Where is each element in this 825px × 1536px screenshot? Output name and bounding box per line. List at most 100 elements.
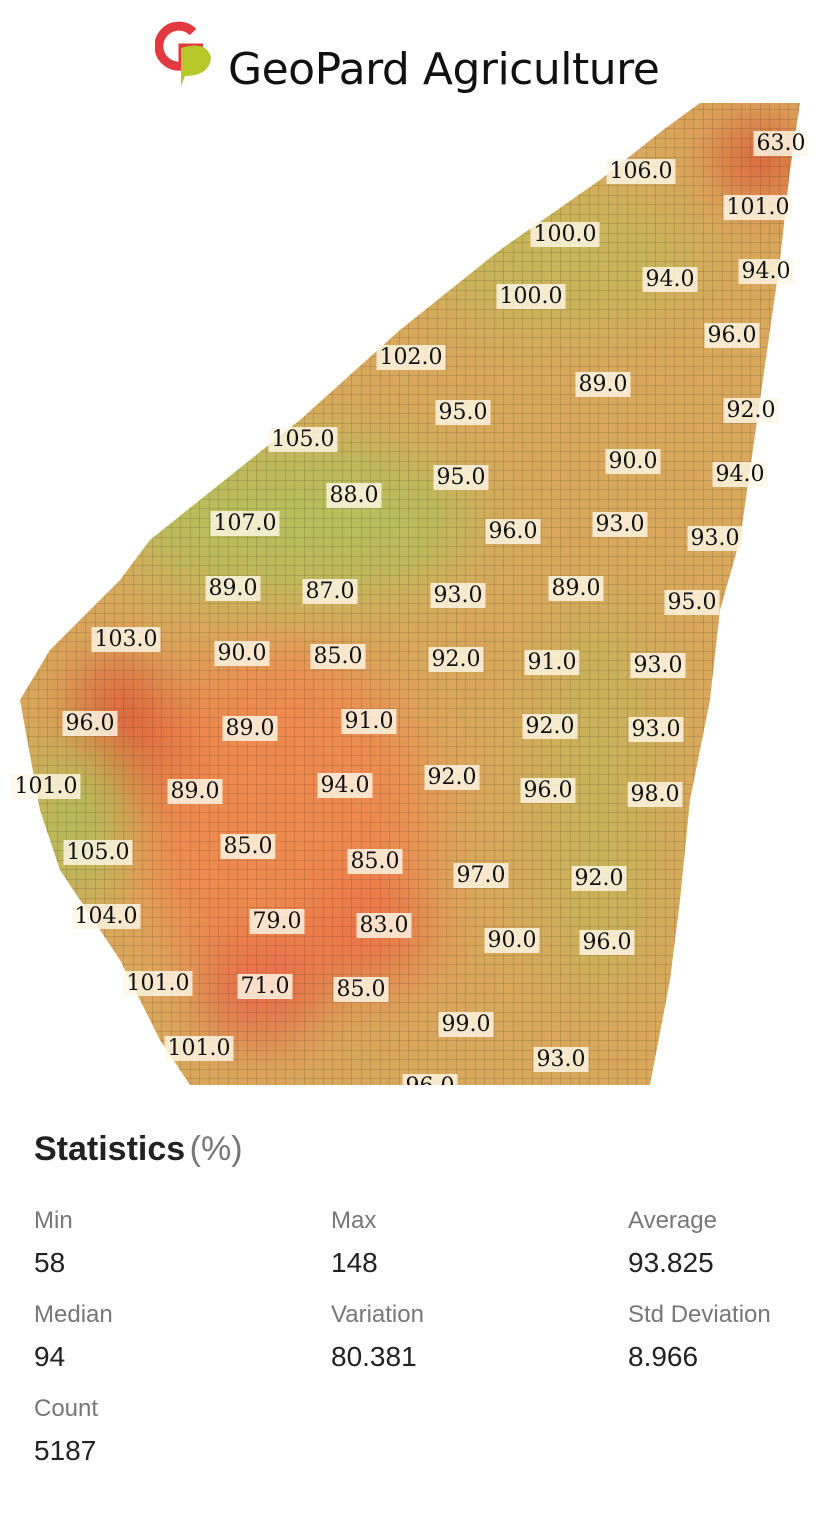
zone-label: 90.0 [484, 928, 540, 953]
zone-value: 107.0 [214, 511, 277, 536]
label-bg [630, 653, 686, 678]
zone-value: 85.0 [224, 834, 273, 859]
zone-value: 88.0 [330, 483, 379, 508]
stat-label: Std Deviation [628, 1301, 771, 1328]
label-bg [205, 576, 261, 601]
label-bg [237, 974, 293, 999]
zone-value: 96.0 [406, 1074, 455, 1085]
zone-value: 96.0 [489, 519, 538, 544]
zone-value: 94.0 [646, 267, 695, 292]
zone-value: 93.0 [434, 583, 483, 608]
zone-value: 95.0 [437, 465, 486, 490]
label-bg [123, 971, 193, 996]
stat-value: 5187 [34, 1435, 97, 1466]
label-bg [522, 714, 578, 739]
stat-label: Variation [331, 1301, 424, 1328]
zone-value: 90.0 [609, 449, 658, 474]
zone-value: 96.0 [708, 323, 757, 348]
label-bg [430, 583, 486, 608]
label-bg [310, 644, 366, 669]
zone-label: 94.0 [712, 462, 768, 487]
zone-label: 92.0 [428, 647, 484, 672]
zone-value: 96.0 [524, 778, 573, 803]
zone-label: 79.0 [249, 909, 305, 934]
zone-value: 83.0 [360, 913, 409, 938]
stat-item: Count 5187 [34, 1395, 331, 1467]
zone-label: 100.0 [496, 284, 566, 309]
zone-value: 93.0 [596, 512, 645, 537]
label-bg [63, 840, 133, 865]
zone-label: 105.0 [63, 840, 133, 865]
zone-label: 94.0 [642, 267, 698, 292]
zone-label: 85.0 [347, 849, 403, 874]
zone-label: 92.0 [424, 765, 480, 790]
label-bg [438, 1012, 494, 1037]
zone-label: 92.0 [522, 714, 578, 739]
label-bg [723, 195, 793, 220]
zone-label: 85.0 [220, 834, 276, 859]
zone-label: 101.0 [164, 1036, 234, 1061]
zone-label: 92.0 [723, 398, 779, 423]
label-bg [664, 590, 720, 615]
zone-value: 100.0 [534, 222, 597, 247]
stat-value: 94 [34, 1341, 66, 1372]
stat-value: 58 [34, 1247, 66, 1278]
stat-label: Min [34, 1207, 73, 1234]
zone-label: 87.0 [302, 579, 358, 604]
zone-label: 99.0 [438, 1012, 494, 1037]
stat-item: Std Deviation 8.966 [628, 1301, 825, 1373]
label-bg [575, 372, 631, 397]
statistics: Statistics (%) Min 58 Max 148 Average 93.825 M… [34, 1130, 794, 1467]
zone-value: 93.0 [537, 1047, 586, 1072]
stat-item: Median 94 [34, 1301, 331, 1373]
label-bg [571, 866, 627, 891]
zone-label: 96.0 [62, 711, 118, 736]
label-bg [71, 904, 141, 929]
zone-label: 100.0 [530, 222, 600, 247]
label-bg [424, 765, 480, 790]
zone-label: 96.0 [704, 323, 760, 348]
label-bg [11, 774, 81, 799]
label-bg [533, 1047, 589, 1072]
zone-label: 89.0 [575, 372, 631, 397]
zone-value: 89.0 [552, 576, 601, 601]
zone-label: 96.0 [579, 930, 635, 955]
label-bg [164, 1036, 234, 1061]
zone-label: 107.0 [210, 511, 280, 536]
zone-label: 91.0 [341, 709, 397, 734]
zone-value: 63.0 [757, 131, 806, 156]
zone-value: 92.0 [727, 398, 776, 423]
zone-label: 103.0 [91, 627, 161, 652]
zone-label: 63.0 [753, 131, 809, 156]
zone-label: 89.0 [167, 779, 223, 804]
label-bg [220, 834, 276, 859]
zone-value: 97.0 [457, 863, 506, 888]
label-bg [302, 579, 358, 604]
stat-value: 8.966 [628, 1341, 699, 1372]
zone-label: 88.0 [326, 483, 382, 508]
zone-label: 89.0 [205, 576, 261, 601]
zone-value: 92.0 [432, 647, 481, 672]
zone-value: 96.0 [66, 711, 115, 736]
zone-value: 93.0 [691, 526, 740, 551]
label-bg [376, 345, 446, 370]
zone-value: 105.0 [67, 840, 130, 865]
stat-value: 93.825 [628, 1247, 714, 1278]
label-bg [723, 398, 779, 423]
zone-value: 87.0 [306, 579, 355, 604]
zone-value: 85.0 [351, 849, 400, 874]
label-bg [333, 977, 389, 1002]
label-bg [485, 519, 541, 544]
zone-label: 105.0 [268, 427, 338, 452]
logo [155, 21, 211, 86]
zone-value: 85.0 [337, 977, 386, 1002]
zone-label: 90.0 [214, 641, 270, 666]
zone-value: 103.0 [95, 627, 158, 652]
stat-value: 80.381 [331, 1341, 417, 1372]
stat-label: Median [34, 1301, 113, 1328]
zone-label: 96.0 [485, 519, 541, 544]
zone-label: 102.0 [376, 345, 446, 370]
zone-label: 93.0 [592, 512, 648, 537]
zone-value: 95.0 [668, 590, 717, 615]
field-map: 63.0 106.0 101.0 100.0 94.0 94.0 100.0 96.0 102.… [11, 103, 809, 1085]
